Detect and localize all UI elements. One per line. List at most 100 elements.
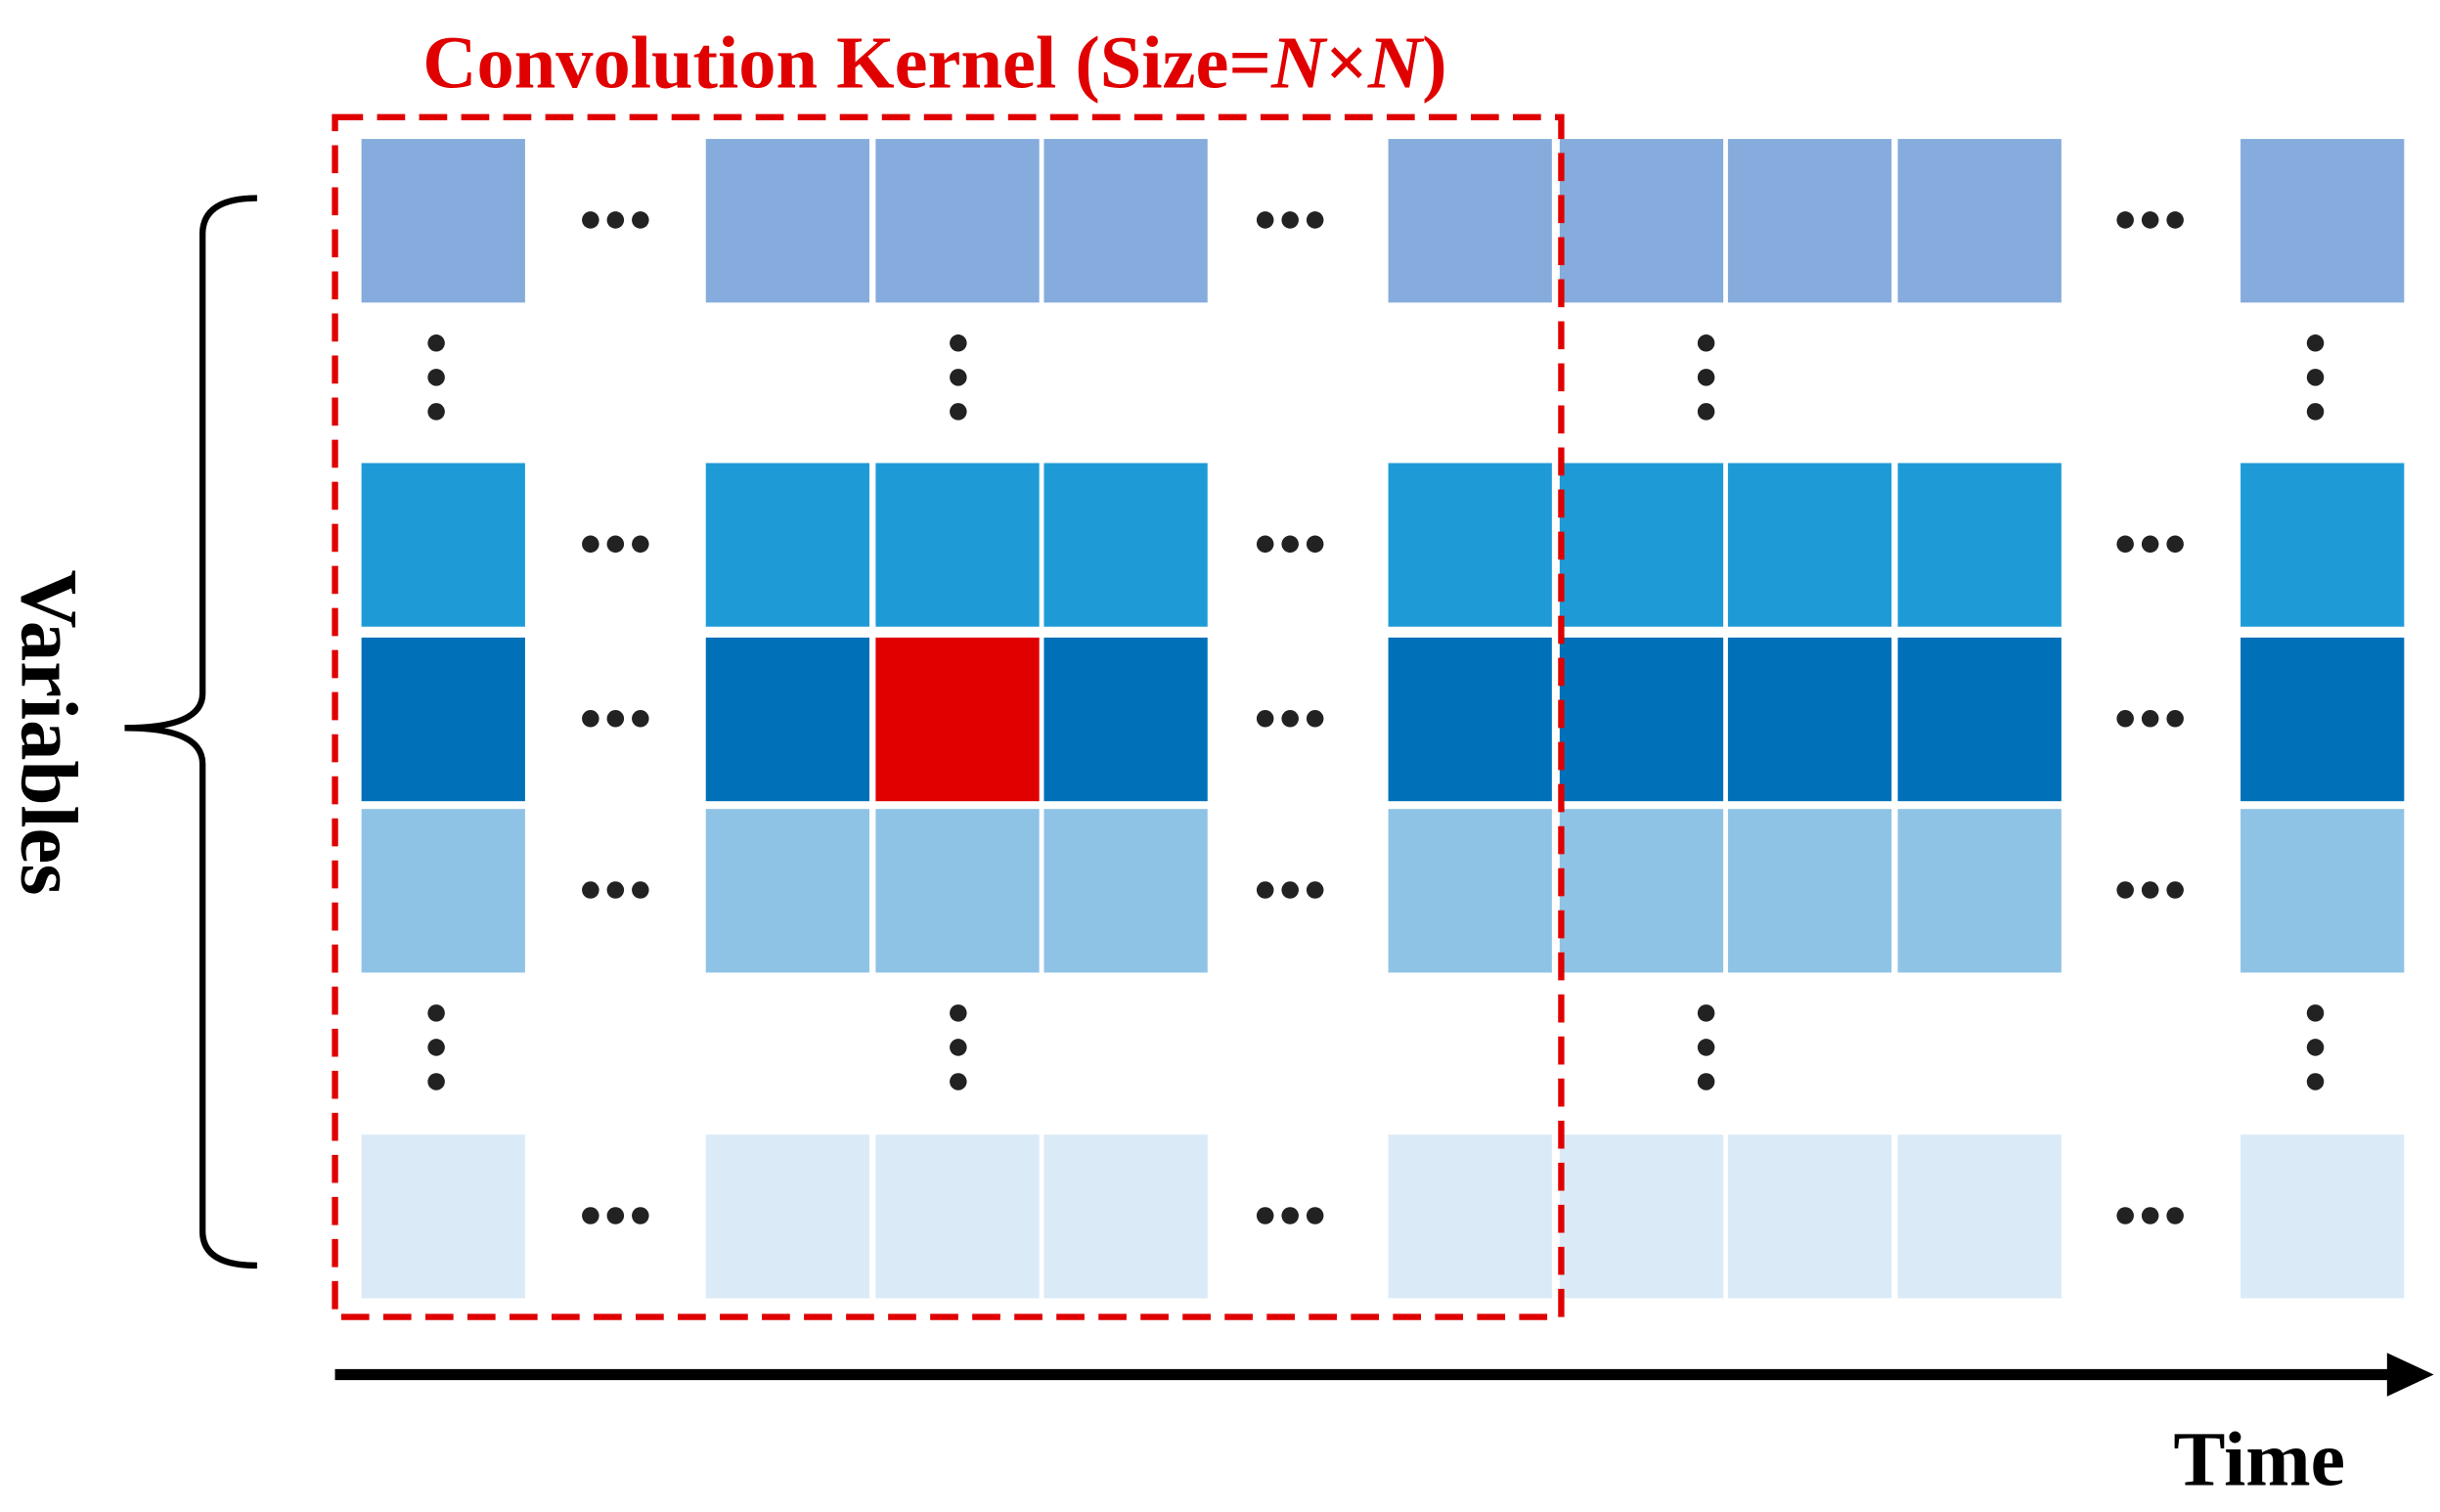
dot [1256,1207,1274,1224]
dot [1697,1039,1715,1056]
title-text: Convolution Kernel (Size= [422,22,1271,105]
dot [1256,535,1274,554]
dot [1281,211,1299,229]
dot [427,1039,445,1056]
cell [361,1134,525,1299]
dot [1697,369,1715,386]
dot [1256,881,1274,899]
cell [1559,637,1724,802]
cell [705,809,870,973]
dot [950,1073,967,1090]
dot [2116,709,2134,728]
cell [2240,637,2405,802]
title-n: N [1367,22,1425,105]
dot [606,1207,625,1224]
dot [2116,535,2134,554]
cell [1559,139,1724,303]
dot [2306,1073,2325,1090]
cell [875,1134,1040,1299]
title-times: × [1325,22,1368,105]
dot [1256,709,1274,728]
dot [582,535,599,554]
dot [2306,334,2325,352]
dot [1697,403,1715,421]
dot [632,211,649,229]
cell [705,637,870,802]
cell [1559,809,1724,973]
dot [2166,709,2184,728]
dot [606,881,625,899]
cell [1388,1134,1552,1299]
dot [1697,1004,1715,1022]
dot [2116,211,2134,229]
dot [582,1207,599,1224]
dot [427,334,445,352]
cell [1727,1134,1892,1299]
cell [1727,637,1892,802]
dot [632,709,649,728]
dot [2306,403,2325,421]
dot [2116,1207,2134,1224]
dot [1306,709,1324,728]
dot [2306,369,2325,386]
dot [606,535,625,554]
dot [1306,211,1324,229]
grid [361,139,2405,1299]
dot [2141,535,2159,554]
dot [427,1004,445,1022]
dot [2141,709,2159,728]
dot [582,211,599,229]
cell [1727,463,1892,627]
dot [1306,535,1324,554]
dot [1306,881,1324,899]
dot [2141,881,2159,899]
cell [875,463,1040,627]
dot [1281,535,1299,554]
dot [2141,211,2159,229]
ellipses [427,211,2325,1224]
center-cell [875,637,1040,802]
cell [1043,809,1208,973]
dot [2166,1207,2184,1224]
dot [1697,334,1715,352]
cell [1727,139,1892,303]
cell [705,463,870,627]
arrow-head [2386,1353,2434,1397]
y-label: Variables [4,570,94,896]
title: Convolution Kernel (Size=N×N) [422,22,1446,105]
cell [1043,139,1208,303]
cell [1559,463,1724,627]
dot [1306,1207,1324,1224]
dot [2141,1207,2159,1224]
dot [950,369,967,386]
dot [427,369,445,386]
dot [632,1207,649,1224]
title-text: ) [1422,22,1446,105]
cell [361,809,525,973]
cell [705,139,870,303]
dot [1281,881,1299,899]
dot [2166,535,2184,554]
cell [2240,139,2405,303]
dot [1281,1207,1299,1224]
cell [361,139,525,303]
dot [1256,211,1274,229]
cell [2240,1134,2405,1299]
dot [1281,709,1299,728]
cell [1897,809,2062,973]
cell [875,139,1040,303]
dot [950,1004,967,1022]
title-n: N [1270,22,1328,105]
cell [361,637,525,802]
cell [2240,809,2405,973]
dot [2166,211,2184,229]
cell [1897,637,2062,802]
cell [1388,809,1552,973]
cell [1897,1134,2062,1299]
cell [875,809,1040,973]
dot [2166,881,2184,899]
dot [606,709,625,728]
cell [361,463,525,627]
dot [427,1073,445,1090]
